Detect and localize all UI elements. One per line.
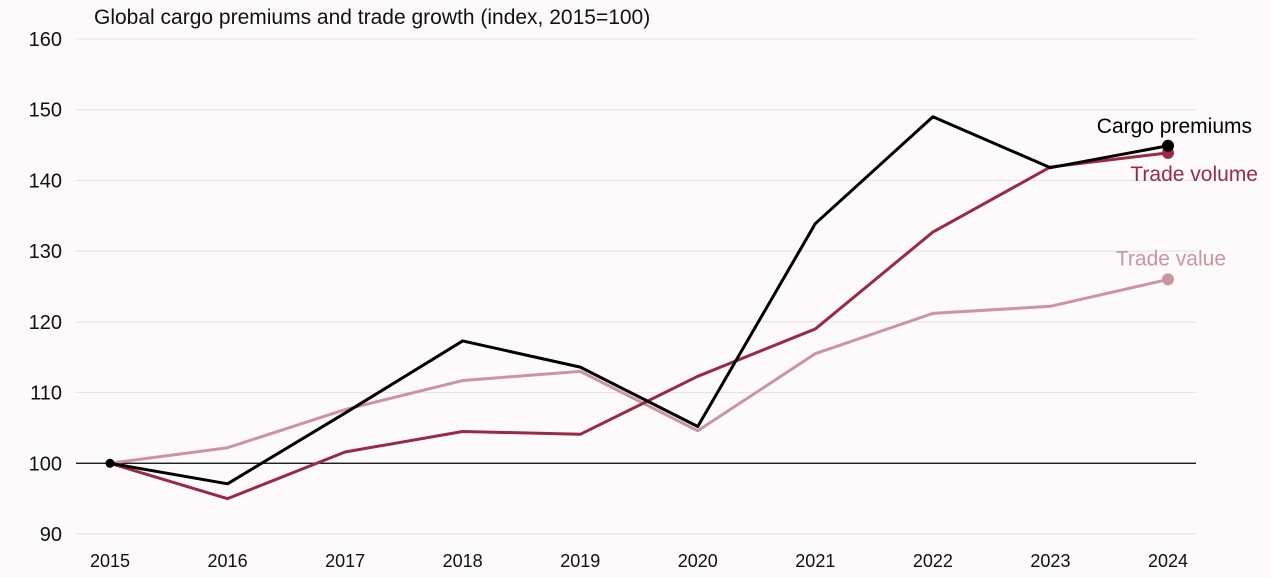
chart-title: Global cargo premiums and trade growth (…	[94, 6, 650, 29]
series-lines	[105, 115, 1174, 501]
x-tick-label: 2020	[678, 551, 718, 571]
x-tick-label: 2015	[90, 551, 130, 571]
series-line-trade-value	[108, 277, 1170, 465]
y-tick-label: 100	[29, 453, 62, 475]
series-line-cargo-premiums	[108, 115, 1170, 486]
end-point-trade-value	[1162, 273, 1174, 286]
y-tick-label: 120	[29, 312, 62, 334]
start-point	[105, 458, 115, 468]
x-tick-label: 2016	[208, 551, 248, 571]
series-label-trade-volume: Trade volume	[1130, 163, 1258, 186]
x-tick-label: 2017	[325, 551, 365, 571]
x-tick-label: 2021	[795, 551, 835, 571]
gridlines	[76, 38, 1196, 535]
series-label-cargo-premiums: Cargo premiums	[1097, 115, 1252, 138]
y-tick-label: 130	[29, 241, 62, 263]
series-end-labels: Trade value Trade volume Cargo premiums	[1097, 115, 1258, 271]
series-label-trade-value: Trade value	[1116, 247, 1226, 270]
x-tick-label: 2024	[1148, 551, 1188, 571]
end-point-cargo-premiums	[1162, 139, 1174, 152]
x-axis-ticks: 2015 2016 2017 2018 2019 2020 2021 2022 2023 2024	[90, 551, 1188, 571]
y-tick-label: 140	[29, 170, 62, 192]
y-tick-label: 160	[29, 29, 62, 51]
series-line-trade-volume	[108, 151, 1170, 501]
y-tick-label: 150	[29, 100, 62, 122]
y-tick-label: 90	[40, 524, 62, 546]
x-tick-label: 2023	[1030, 551, 1070, 571]
x-tick-label: 2022	[913, 551, 953, 571]
x-tick-label: 2018	[443, 551, 483, 571]
x-tick-label: 2019	[560, 551, 600, 571]
y-axis-ticks: 90 100 110 120 130 140 150 160	[29, 29, 62, 546]
y-tick-label: 110	[30, 383, 62, 405]
